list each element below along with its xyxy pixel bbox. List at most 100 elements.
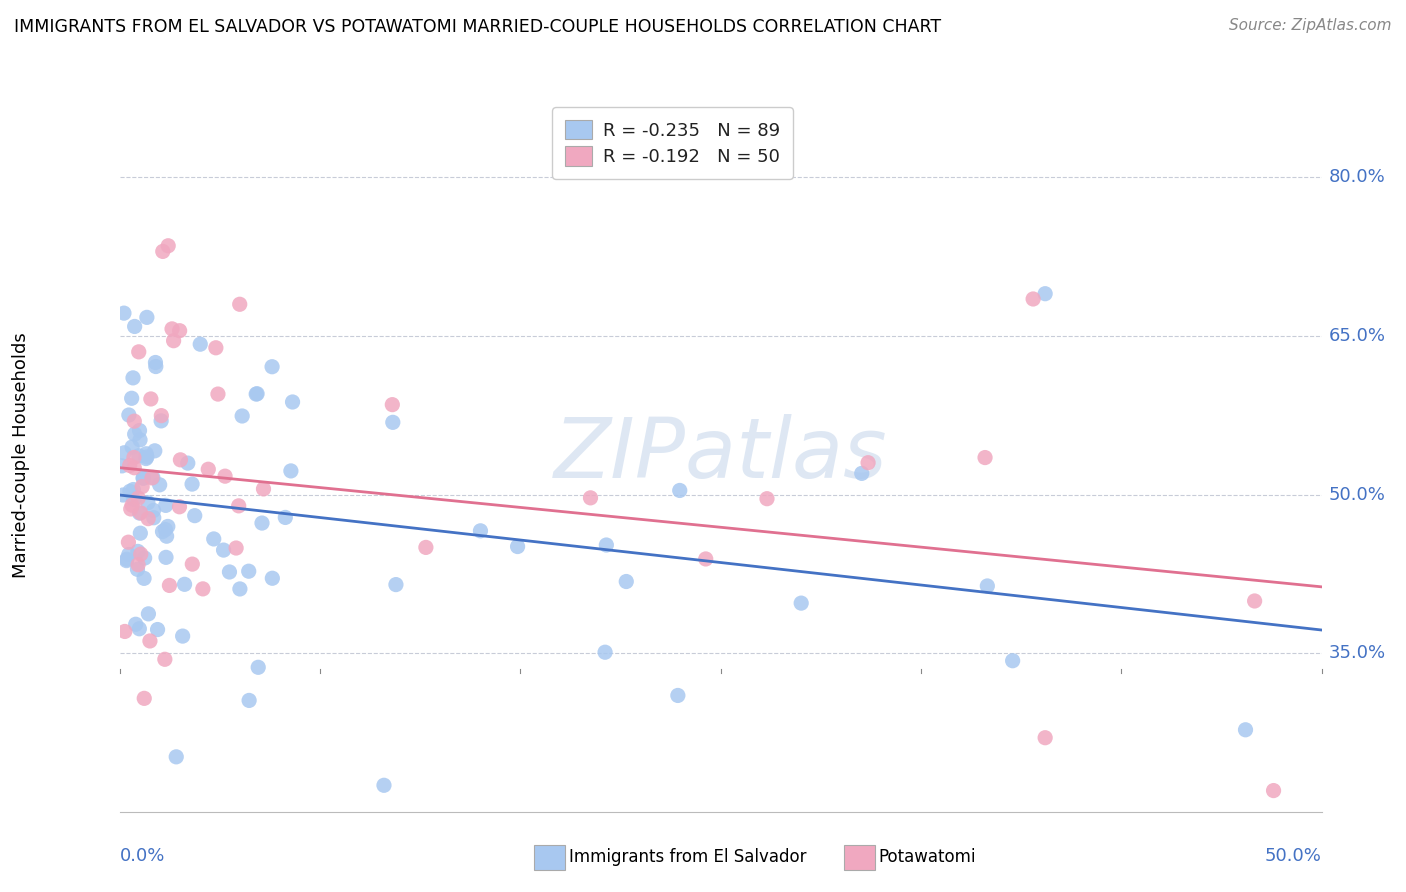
- Point: [142, 510, 165, 524]
- Point: [129, 526, 152, 541]
- Point: [231, 409, 253, 423]
- Point: [135, 447, 157, 461]
- Text: 50.0%: 50.0%: [1265, 847, 1322, 865]
- Point: [121, 391, 143, 405]
- Point: [169, 500, 191, 514]
- Point: [205, 341, 228, 355]
- Point: [128, 449, 150, 463]
- Point: [149, 478, 172, 492]
- Point: [202, 532, 225, 546]
- Point: [118, 458, 141, 473]
- Point: [856, 456, 879, 470]
- Point: [112, 306, 135, 320]
- Point: [135, 451, 157, 466]
- Point: [136, 511, 159, 525]
- Point: [111, 488, 134, 502]
- Point: [114, 624, 136, 639]
- Text: 0.0%: 0.0%: [120, 847, 165, 865]
- Point: [128, 344, 150, 359]
- Point: [191, 582, 214, 596]
- Point: [118, 548, 141, 562]
- Point: [118, 484, 141, 499]
- Point: [1263, 783, 1285, 797]
- Point: [124, 319, 146, 334]
- Point: [1243, 594, 1265, 608]
- Point: [127, 558, 149, 572]
- Point: [252, 482, 274, 496]
- Point: [280, 464, 302, 478]
- Text: Immigrants from El Salvador: Immigrants from El Salvador: [569, 848, 807, 866]
- Point: [1234, 723, 1257, 737]
- Point: [385, 577, 408, 591]
- Point: [373, 778, 395, 792]
- Point: [177, 456, 200, 470]
- Point: [212, 543, 235, 558]
- Point: [121, 440, 143, 454]
- Point: [131, 480, 153, 494]
- Point: [139, 634, 162, 648]
- Point: [152, 524, 174, 539]
- Point: [1033, 731, 1056, 745]
- Point: [145, 355, 167, 369]
- Point: [262, 359, 284, 374]
- Point: [160, 322, 183, 336]
- Point: [169, 453, 191, 467]
- Text: Source: ZipAtlas.com: Source: ZipAtlas.com: [1229, 18, 1392, 33]
- Point: [181, 557, 204, 571]
- Point: [132, 571, 155, 585]
- Point: [188, 337, 211, 351]
- Point: [121, 498, 143, 512]
- Point: [246, 386, 269, 401]
- Point: [128, 622, 150, 636]
- Point: [184, 508, 207, 523]
- Point: [281, 395, 304, 409]
- Point: [129, 547, 152, 561]
- Point: [127, 544, 149, 558]
- Point: [218, 565, 240, 579]
- Point: [122, 371, 145, 385]
- Text: Potawatomi: Potawatomi: [879, 848, 976, 866]
- Point: [976, 579, 998, 593]
- Point: [155, 529, 177, 543]
- Point: [124, 427, 146, 442]
- Text: ZIPatlas: ZIPatlas: [554, 415, 887, 495]
- Point: [111, 458, 134, 473]
- Point: [756, 491, 779, 506]
- Point: [129, 433, 152, 447]
- Point: [172, 629, 194, 643]
- Point: [228, 297, 252, 311]
- Point: [790, 596, 813, 610]
- Point: [247, 660, 270, 674]
- Point: [238, 564, 260, 578]
- Point: [238, 693, 260, 707]
- Point: [156, 519, 179, 533]
- Point: [159, 578, 181, 592]
- Point: [115, 552, 138, 566]
- Point: [124, 414, 146, 428]
- Point: [506, 540, 529, 554]
- Point: [155, 523, 177, 537]
- Point: [122, 492, 145, 507]
- Point: [141, 471, 163, 485]
- Point: [181, 477, 204, 491]
- Text: Married-couple Households: Married-couple Households: [13, 332, 30, 578]
- Point: [595, 538, 617, 552]
- Point: [225, 541, 247, 555]
- Point: [134, 691, 156, 706]
- Point: [165, 749, 187, 764]
- Point: [1001, 654, 1024, 668]
- Point: [1033, 286, 1056, 301]
- Point: [142, 503, 165, 517]
- Point: [120, 502, 142, 516]
- Point: [143, 443, 166, 458]
- Point: [150, 409, 173, 423]
- Point: [157, 239, 180, 253]
- Point: [579, 491, 602, 505]
- Point: [197, 462, 219, 476]
- Point: [135, 310, 157, 325]
- Point: [118, 408, 141, 422]
- Point: [228, 499, 250, 513]
- Point: [229, 582, 252, 596]
- Point: [173, 577, 195, 591]
- Text: 50.0%: 50.0%: [1329, 485, 1385, 504]
